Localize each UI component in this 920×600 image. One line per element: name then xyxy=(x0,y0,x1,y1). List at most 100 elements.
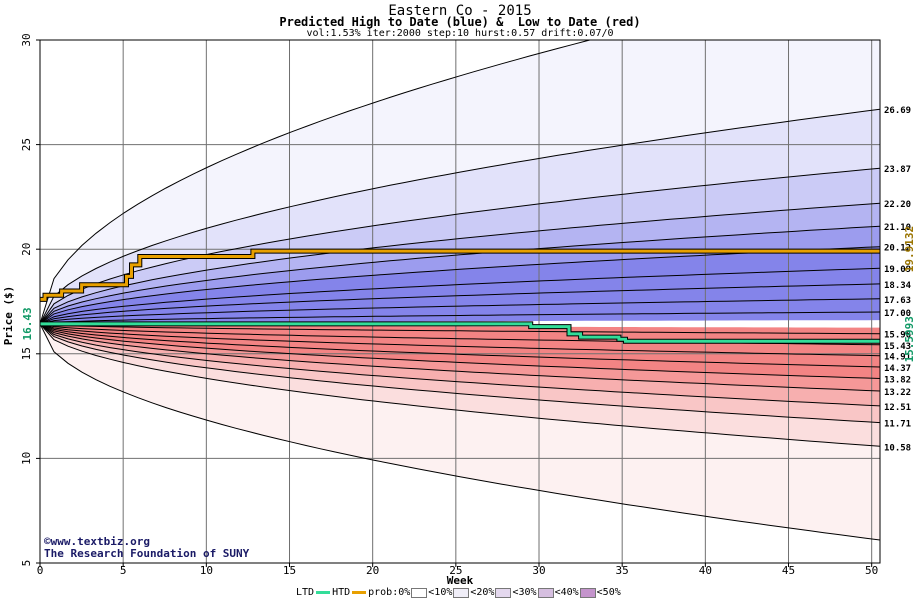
legend-prob-label: prob:0% xyxy=(368,587,411,598)
low-band-5 xyxy=(40,323,880,379)
x-tick-label: 30 xyxy=(532,564,545,577)
chart-parameters: vol:1.53% iter:2000 step:10 hurst:0.57 d… xyxy=(306,28,614,39)
low-band-boundary-1 xyxy=(40,323,880,335)
low-band-0 xyxy=(40,323,880,540)
low-band-end-label: 11.71 xyxy=(884,420,911,430)
legend-ltd-swatch xyxy=(316,591,331,594)
x-tick-label: 15 xyxy=(283,564,296,577)
y-tick-label: 10 xyxy=(20,452,33,465)
chart-legend: LTD HTD prob:0% <10% <20% <30% <40% <50% xyxy=(296,587,621,598)
legend-ltd-label: LTD xyxy=(296,587,315,598)
high-band-end-label: 22.20 xyxy=(884,200,911,210)
high-band-boundary-6 xyxy=(40,267,880,325)
low-band-boundary-7 xyxy=(40,323,880,407)
legend-band-0-swatch xyxy=(411,587,428,598)
low-band-end-label: 15.43 xyxy=(884,342,911,352)
low-band-7 xyxy=(40,323,880,356)
x-tick-label: 50 xyxy=(865,564,878,577)
high-band-9 xyxy=(40,312,880,324)
low-band-end-label: 13.22 xyxy=(884,388,911,398)
high-band-end-label: 17.63 xyxy=(884,296,911,306)
legend-band-20-label: <20% xyxy=(470,587,495,598)
x-tick-label: 25 xyxy=(449,564,462,577)
legend-htd-swatch xyxy=(352,591,367,594)
x-tick-label: 35 xyxy=(616,564,629,577)
x-tick-label: 45 xyxy=(782,564,795,577)
high-band-0 xyxy=(40,40,880,324)
credit-website-link[interactable]: ©www.textbiz.org xyxy=(44,535,150,548)
chart-title: Eastern Co - 2015 xyxy=(388,3,532,19)
low-band-end-label: 10.58 xyxy=(884,443,911,453)
low-band-end-label: 14.37 xyxy=(884,364,911,374)
legend-band-40-label: <40% xyxy=(554,587,579,598)
high-band-boundary-8 xyxy=(40,298,880,325)
high-band-boundary-1 xyxy=(40,108,880,325)
legend-band-40-swatch xyxy=(579,587,596,598)
legend-band-10-swatch xyxy=(453,587,470,598)
x-tick-label: 0 xyxy=(37,564,44,577)
legend-band-30-label: <30% xyxy=(512,587,537,598)
low-band-boundary-8 xyxy=(40,323,880,424)
high-band-boundary-2 xyxy=(40,167,880,325)
low-band-boundary-3 xyxy=(40,323,880,357)
low-band-boundary-6 xyxy=(40,323,880,392)
x-axis-label: Week xyxy=(447,574,474,587)
high-band-end-label: 20.12 xyxy=(884,244,911,254)
high-band-end-label: 23.87 xyxy=(884,165,911,175)
htd-current-label: 19.9132 xyxy=(903,226,916,272)
high-band-5 xyxy=(40,246,880,324)
low-band-end-label: 12.51 xyxy=(884,403,911,413)
high-band-7 xyxy=(40,283,880,324)
high-band-2 xyxy=(40,168,880,324)
high-band-boundary-7 xyxy=(40,283,880,325)
ltd-line xyxy=(40,322,880,343)
plot-border xyxy=(39,39,881,564)
y-tick-label: 15 xyxy=(20,347,33,360)
low-band-boundary-0 xyxy=(40,323,880,541)
high-band-3 xyxy=(40,203,880,324)
high-band-boundary-9 xyxy=(40,311,880,325)
x-tick-label: 20 xyxy=(366,564,379,577)
high-band-6 xyxy=(40,268,880,324)
low-band-end-label: 14.91 xyxy=(884,353,911,363)
legend-htd-label: HTD xyxy=(332,587,351,598)
low-band-end-label: 13.82 xyxy=(884,375,911,385)
low-band-3 xyxy=(40,323,880,406)
low-band-1 xyxy=(40,323,880,447)
legend-band-50-label: <50% xyxy=(596,587,621,598)
high-band-end-label: 17.00 xyxy=(884,309,911,319)
y-axis-label: Price ($) xyxy=(2,286,15,346)
legend-band-30-swatch xyxy=(537,587,554,598)
start-price-label: 16.43 xyxy=(21,307,34,340)
low-band-boundary-9 xyxy=(40,323,880,447)
high-band-boundary-3 xyxy=(40,202,880,325)
low-band-4 xyxy=(40,323,880,391)
high-band-boundary-0 xyxy=(40,40,592,325)
high-band-end-label: 21.10 xyxy=(884,223,911,233)
high-band-1 xyxy=(40,109,880,324)
low-band-2 xyxy=(40,323,880,423)
low-band-6 xyxy=(40,323,880,367)
htd-line xyxy=(40,249,880,301)
x-tick-label: 10 xyxy=(200,564,213,577)
low-band-boundary-4 xyxy=(40,323,880,368)
plot-area xyxy=(40,40,880,563)
high-band-end-label: 18.34 xyxy=(884,281,912,291)
high-band-boundary-4 xyxy=(40,225,880,325)
low-band-boundary-5 xyxy=(40,323,880,379)
legend-band-10-label: <10% xyxy=(428,587,453,598)
credit-organization: The Research Foundation of SUNY xyxy=(44,547,250,560)
y-tick-label: 30 xyxy=(20,33,33,46)
y-tick-label: 25 xyxy=(20,138,33,151)
y-tick-label: 20 xyxy=(20,243,33,256)
x-tick-label: 5 xyxy=(120,564,127,577)
y-tick-label: 5 xyxy=(20,560,33,567)
ltd-current-label: 15.5993 xyxy=(903,316,916,362)
chart-subtitle: Predicted High to Date (blue) & Low to D… xyxy=(279,15,641,29)
high-band-end-label: 26.69 xyxy=(884,106,911,116)
high-band-end-label: 19.09 xyxy=(884,265,911,275)
low-band-end-label: 15.96 xyxy=(884,331,911,341)
x-tick-label: 40 xyxy=(699,564,712,577)
legend-band-20-swatch xyxy=(495,587,512,598)
